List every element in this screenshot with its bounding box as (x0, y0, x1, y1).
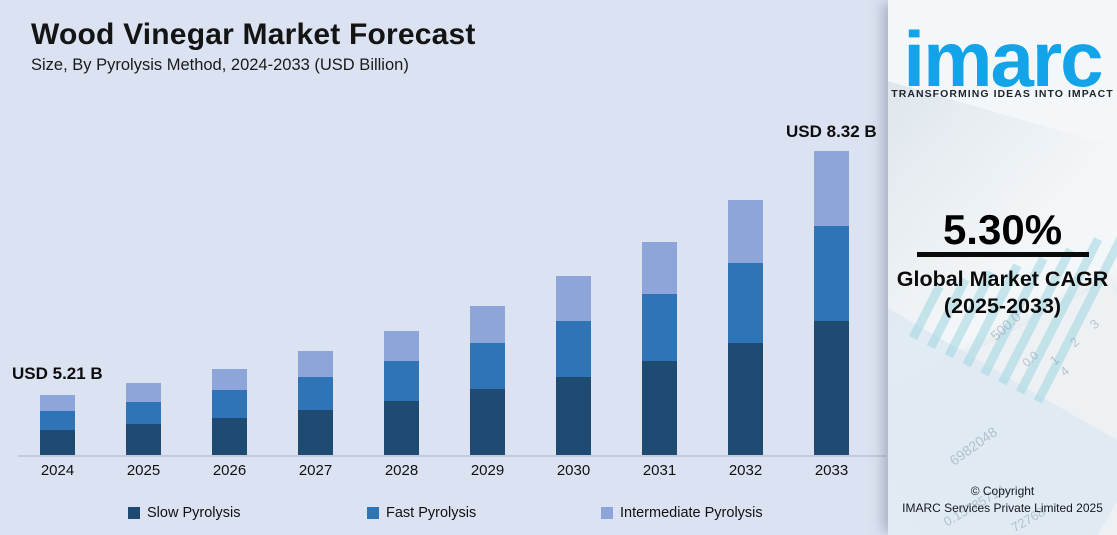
bar-2030-segment-slow-pyrolysis (556, 377, 591, 455)
bar-2029-segment-slow-pyrolysis (470, 389, 505, 455)
legend-label-fast-pyrolysis: Fast Pyrolysis (386, 505, 477, 521)
bar-2025-segment-fast-pyrolysis (126, 402, 161, 424)
copyright-notice: © Copyright IMARC Services Private Limit… (888, 483, 1117, 517)
x-axis-label-2026: 2026 (212, 462, 247, 479)
bar-2024-segment-fast-pyrolysis (40, 411, 75, 430)
legend-item-slow-pyrolysis: Slow Pyrolysis (128, 505, 240, 521)
imarc-logo: imarc (888, 20, 1117, 98)
x-axis-line (18, 455, 886, 457)
legend-label-slow-pyrolysis: Slow Pyrolysis (147, 505, 241, 521)
legend-swatch-fast-pyrolysis-icon (367, 507, 379, 519)
chart-area: Wood Vinegar Market Forecast Size, By Py… (12, 18, 886, 521)
legend-item-intermediate-pyrolysis: Intermediate Pyrolysis (601, 505, 763, 521)
bar-2031 (642, 242, 677, 455)
brand-sidebar: 500.0 0.0 1 2 3 4 6982048 0.15785714 727… (888, 0, 1117, 535)
watermark-number: 1 2 3 4 (1046, 310, 1109, 380)
watermark-number: 0.0 (1019, 348, 1042, 370)
bar-2033 (814, 151, 849, 455)
legend-swatch-intermediate-pyrolysis-icon (601, 507, 613, 519)
x-axis-label-2029: 2029 (470, 462, 505, 479)
bar-2027-segment-fast-pyrolysis (298, 377, 333, 410)
bar-2030-segment-intermediate-pyrolysis (556, 276, 591, 321)
legend-label-intermediate-pyrolysis: Intermediate Pyrolysis (620, 505, 763, 521)
data-label-2033-total: USD 8.32 B (786, 122, 877, 141)
bar-2031-segment-fast-pyrolysis (642, 294, 677, 361)
page-subtitle: Size, By Pyrolysis Method, 2024-2033 (US… (31, 56, 409, 74)
bar-2028-segment-intermediate-pyrolysis (384, 331, 419, 361)
bar-2029-segment-fast-pyrolysis (470, 343, 505, 389)
x-axis-label-2030: 2030 (556, 462, 591, 479)
x-axis-label-2031: 2031 (642, 462, 677, 479)
copyright-line2: IMARC Services Private Limited 2025 (902, 501, 1103, 516)
bar-2032-segment-intermediate-pyrolysis (728, 200, 763, 263)
bar-2031-segment-slow-pyrolysis (642, 361, 677, 455)
legend-item-fast-pyrolysis: Fast Pyrolysis (367, 505, 476, 521)
watermark-number: 6982048 (946, 423, 1001, 469)
bar-2025-segment-intermediate-pyrolysis (126, 383, 161, 402)
bar-2029-segment-intermediate-pyrolysis (470, 306, 505, 343)
bar-2024 (40, 395, 75, 455)
bar-2032 (728, 200, 763, 455)
bar-2032-segment-fast-pyrolysis (728, 263, 763, 343)
bar-2029 (470, 306, 505, 455)
bar-2027-segment-slow-pyrolysis (298, 410, 333, 455)
bar-2033-segment-fast-pyrolysis (814, 226, 849, 321)
bar-2030 (556, 276, 591, 455)
cagr-label-line2: (2025-2033) (943, 294, 1062, 318)
bar-2032-segment-slow-pyrolysis (728, 343, 763, 455)
x-axis-label-2032: 2032 (728, 462, 763, 479)
cagr-label-line1: Global Market CAGR (896, 267, 1109, 291)
data-label-2024-total: USD 5.21 B (12, 364, 103, 383)
imarc-tagline: TRANSFORMING IDEAS INTO IMPACT (891, 88, 1114, 100)
bar-2031-segment-intermediate-pyrolysis (642, 242, 677, 294)
bar-2026-segment-slow-pyrolysis (212, 418, 247, 455)
bar-2033-segment-intermediate-pyrolysis (814, 151, 849, 226)
bar-2024-segment-intermediate-pyrolysis (40, 395, 75, 411)
cagr-divider (916, 252, 1089, 257)
x-axis-label-2025: 2025 (126, 462, 161, 479)
x-axis-label-2033: 2033 (814, 462, 849, 479)
bar-2033-segment-slow-pyrolysis (814, 321, 849, 455)
bar-2025-segment-slow-pyrolysis (126, 424, 161, 455)
x-axis-label-2027: 2027 (298, 462, 333, 479)
bar-2028-segment-fast-pyrolysis (384, 361, 419, 401)
cagr-value: 5.30% (942, 206, 1063, 253)
bar-2026-segment-intermediate-pyrolysis (212, 369, 247, 390)
page-title: Wood Vinegar Market Forecast (31, 18, 476, 51)
bar-2024-segment-slow-pyrolysis (40, 430, 75, 455)
legend-swatch-slow-pyrolysis-icon (128, 507, 140, 519)
x-axis-label-2024: 2024 (40, 462, 75, 479)
x-axis-label-2028: 2028 (384, 462, 419, 479)
bar-2026 (212, 369, 247, 455)
bar-2030-segment-fast-pyrolysis (556, 321, 591, 377)
bar-2025 (126, 383, 161, 455)
bar-2026-segment-fast-pyrolysis (212, 390, 247, 418)
bar-2027 (298, 351, 333, 455)
copyright-line1: © Copyright (970, 484, 1035, 499)
bar-2027-segment-intermediate-pyrolysis (298, 351, 333, 377)
bar-2028 (384, 331, 419, 455)
bar-2028-segment-slow-pyrolysis (384, 401, 419, 455)
